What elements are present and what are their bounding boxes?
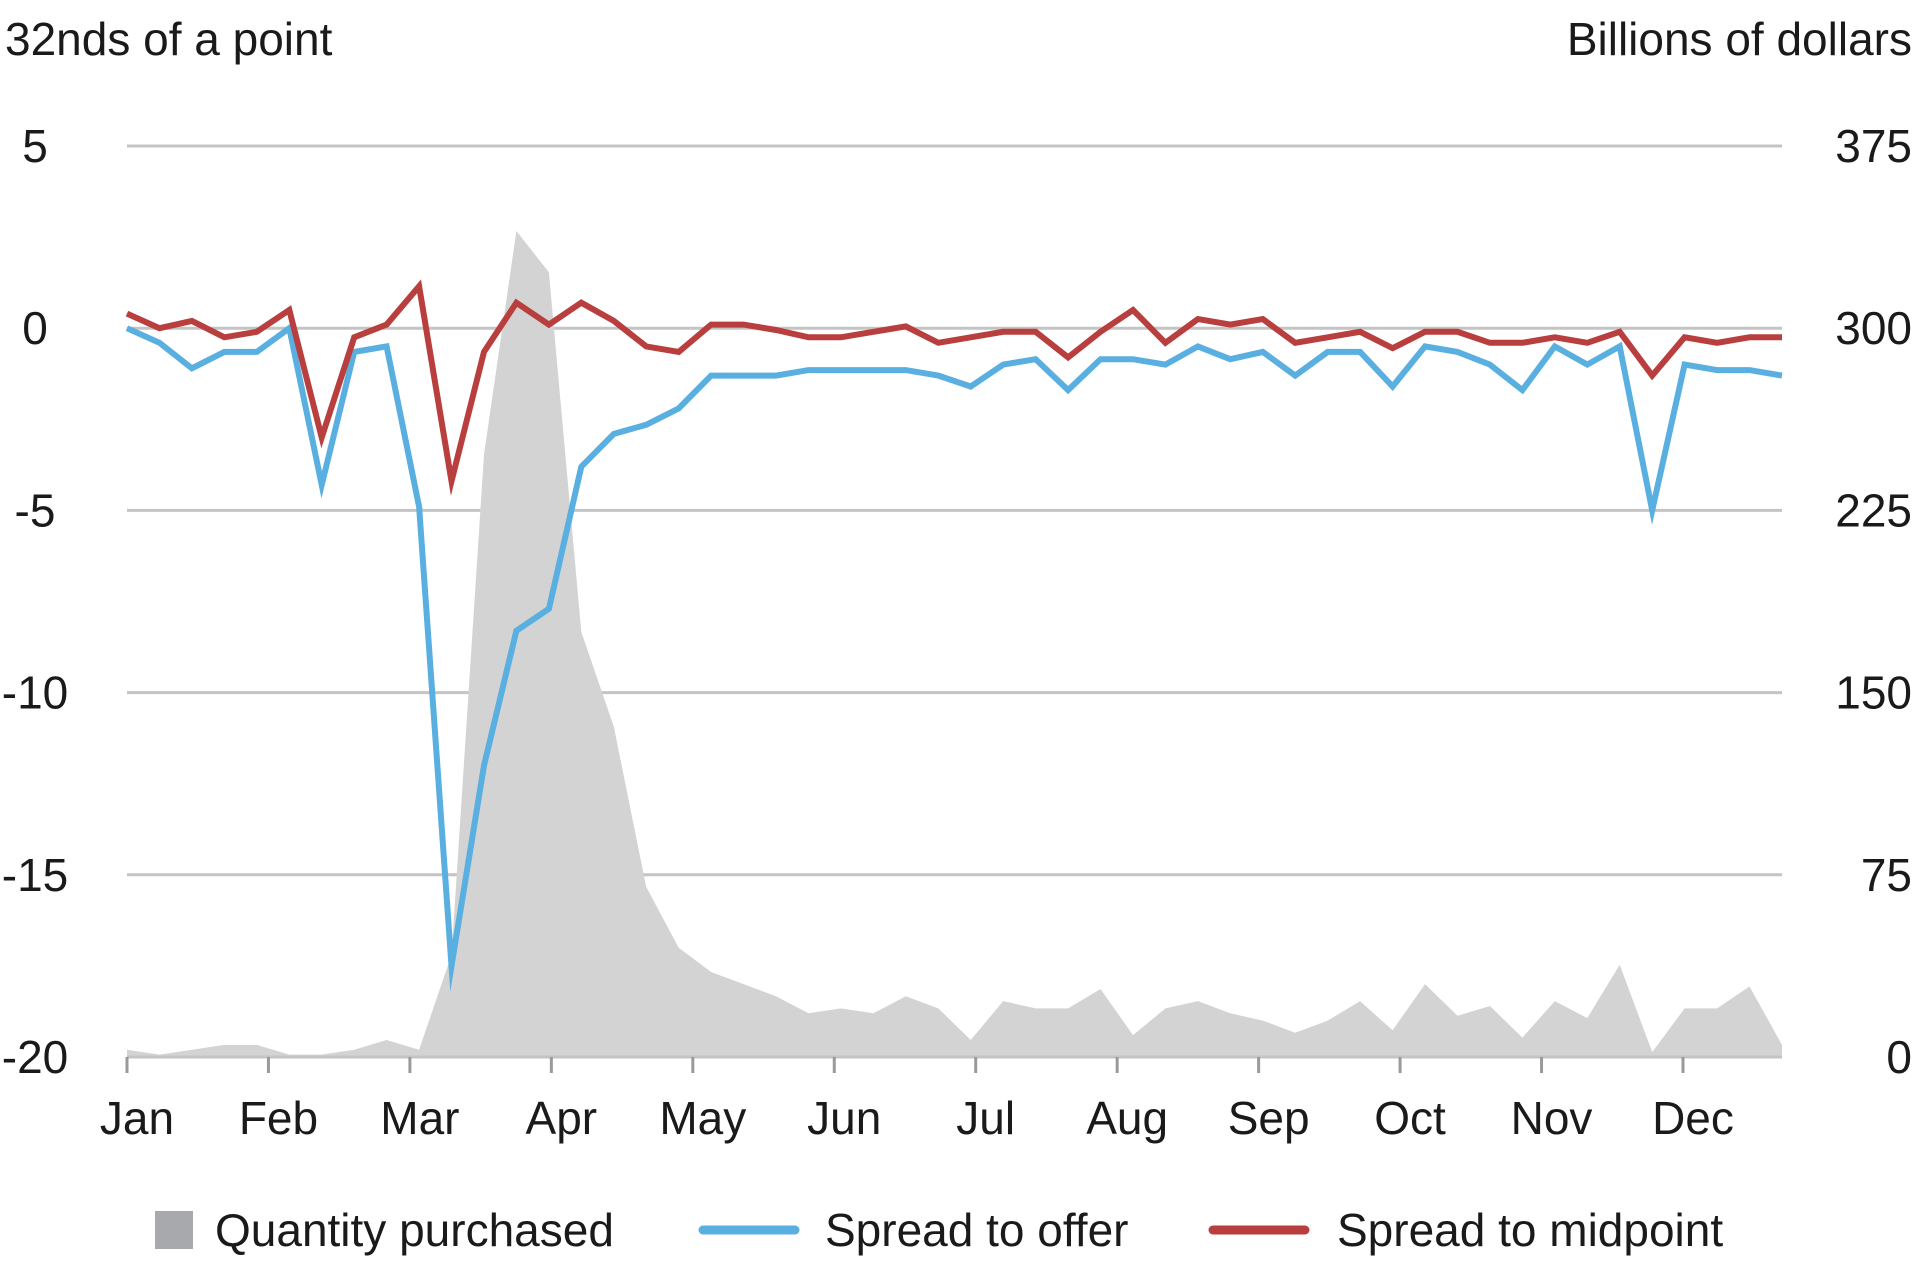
left-tick-label: 0 <box>22 302 48 354</box>
month-label: Dec <box>1652 1092 1734 1144</box>
left-tick-label: 5 <box>22 120 48 172</box>
left-tick-label: -20 <box>2 1031 68 1083</box>
gridlines <box>127 144 1782 877</box>
left-axis-title: 32nds of a point <box>5 13 333 65</box>
right-tick-label: 0 <box>1886 1031 1912 1083</box>
area-quantity-purchased <box>127 231 1782 1057</box>
legend-label-offer: Spread to offer <box>825 1204 1128 1256</box>
month-label: Nov <box>1511 1092 1593 1144</box>
right-tick-label: 225 <box>1835 484 1912 536</box>
line-spread-to-midpoint <box>125 279 1782 496</box>
month-label: Oct <box>1374 1092 1446 1144</box>
right-tick-label: 375 <box>1835 120 1912 172</box>
right-axis-title: Billions of dollars <box>1567 13 1912 65</box>
month-label: Sep <box>1228 1092 1310 1144</box>
month-label: Mar <box>380 1092 459 1144</box>
left-tick-label: -5 <box>15 484 56 536</box>
legend-swatch-quantity <box>155 1211 193 1249</box>
legend-label-midpoint: Spread to midpoint <box>1337 1204 1723 1256</box>
left-tick-label: -15 <box>2 849 68 901</box>
area-layer <box>127 231 1782 1057</box>
legend: Quantity purchased Spread to offer Sprea… <box>155 1204 1723 1256</box>
right-tick-label: 150 <box>1835 667 1912 719</box>
legend-label-quantity: Quantity purchased <box>215 1204 614 1256</box>
month-label: Feb <box>239 1092 318 1144</box>
month-label: Aug <box>1086 1092 1168 1144</box>
left-tick-label: -10 <box>2 667 68 719</box>
month-label: May <box>659 1092 746 1144</box>
right-tick-label: 75 <box>1861 849 1912 901</box>
tick-labels: 5 0 -5 -10 -15 -20 375 300 225 150 75 0 Jan Feb Mar Apr… <box>2 120 1912 1144</box>
right-tick-label: 300 <box>1835 302 1912 354</box>
month-label: Jul <box>956 1092 1015 1144</box>
line-layer <box>125 279 1783 992</box>
month-label: Jan <box>100 1092 174 1144</box>
month-label: Jun <box>807 1092 881 1144</box>
month-label: Apr <box>526 1092 598 1144</box>
line-spread-to-offer <box>125 323 1783 992</box>
x-axis <box>125 1055 1782 1073</box>
